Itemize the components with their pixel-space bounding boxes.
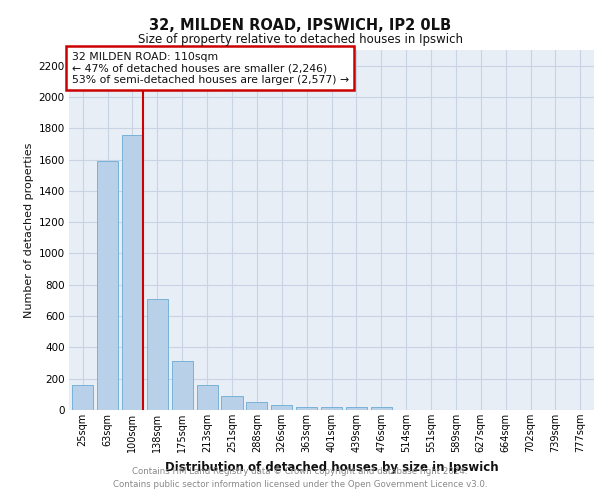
Bar — [296, 407, 317, 410]
Bar — [321, 407, 342, 410]
Bar — [172, 362, 193, 410]
Bar — [72, 385, 93, 410]
X-axis label: Distribution of detached houses by size in Ipswich: Distribution of detached houses by size … — [164, 460, 499, 473]
Bar — [371, 407, 392, 410]
Bar — [197, 385, 218, 410]
Bar — [271, 406, 292, 410]
Bar — [221, 396, 242, 410]
Y-axis label: Number of detached properties: Number of detached properties — [25, 142, 34, 318]
Bar — [346, 407, 367, 410]
Bar — [246, 402, 268, 410]
Bar — [122, 134, 143, 410]
Text: Size of property relative to detached houses in Ipswich: Size of property relative to detached ho… — [137, 32, 463, 46]
Text: Contains HM Land Registry data © Crown copyright and database right 2024.
Contai: Contains HM Land Registry data © Crown c… — [113, 468, 487, 489]
Text: 32, MILDEN ROAD, IPSWICH, IP2 0LB: 32, MILDEN ROAD, IPSWICH, IP2 0LB — [149, 18, 451, 32]
Bar — [97, 161, 118, 410]
Text: 32 MILDEN ROAD: 110sqm
← 47% of detached houses are smaller (2,246)
53% of semi-: 32 MILDEN ROAD: 110sqm ← 47% of detached… — [71, 52, 349, 85]
Bar — [147, 299, 168, 410]
